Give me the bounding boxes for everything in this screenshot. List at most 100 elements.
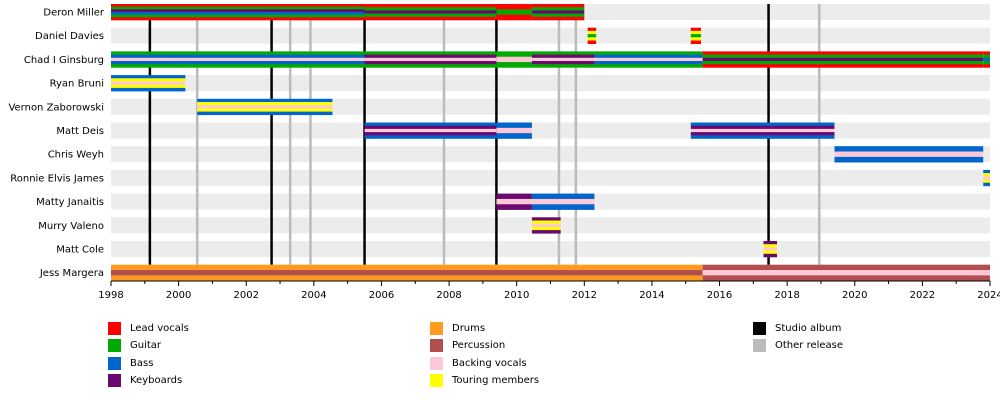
member-period-bar bbox=[983, 51, 990, 68]
member-period-bar bbox=[531, 51, 595, 68]
role-stripe-lead bbox=[702, 51, 984, 55]
role-stripe-keyboards bbox=[763, 241, 778, 245]
role-stripe-touring bbox=[197, 102, 333, 106]
role-stripe-touring bbox=[197, 108, 333, 112]
role-stripe-touring bbox=[690, 30, 701, 35]
timeline-svg: Deron Miller Daniel Davies Chad I Ginsburg… bbox=[8, 4, 1000, 301]
member-period-bar bbox=[111, 51, 365, 68]
legend-item-keyboards: Keyboards bbox=[108, 373, 182, 387]
member-name-label: Vernon Zaborowski bbox=[8, 102, 104, 113]
x-tick-label: 2014 bbox=[639, 290, 664, 301]
member-name-label: Chris Weyh bbox=[48, 150, 104, 161]
member-period-bar bbox=[111, 264, 703, 281]
role-stripe-bass bbox=[834, 156, 984, 163]
role-stripe-backing bbox=[983, 176, 990, 180]
role-stripe-keyboards bbox=[531, 10, 585, 14]
member-period-bar bbox=[587, 27, 597, 44]
role-stripe-backing bbox=[496, 198, 532, 205]
role-stripe-keyboards bbox=[531, 61, 595, 65]
x-tick-label: 2004 bbox=[301, 290, 326, 301]
legend-label: Drums bbox=[452, 323, 486, 334]
role-stripe-guitar bbox=[531, 51, 595, 55]
role-stripe-keyboards bbox=[531, 54, 595, 59]
role-stripe-guitar bbox=[111, 6, 365, 10]
x-tick-label: 2000 bbox=[166, 290, 191, 301]
role-stripe-keyboards bbox=[364, 132, 497, 136]
role-stripe-touring bbox=[690, 37, 701, 41]
x-tick-label: 2012 bbox=[572, 290, 597, 301]
x-tick-label: 2008 bbox=[436, 290, 461, 301]
member-period-bar bbox=[496, 51, 532, 68]
role-stripe-keyboards bbox=[496, 193, 532, 200]
legend-item-lead: Lead vocals bbox=[108, 322, 189, 335]
role-stripe-keyboards bbox=[364, 54, 497, 59]
legend-swatch bbox=[108, 356, 121, 370]
role-stripe-lead bbox=[690, 27, 701, 32]
row-band bbox=[111, 122, 990, 139]
x-tick-label: 2024 bbox=[977, 290, 1000, 301]
role-stripe-percussion bbox=[111, 270, 703, 276]
role-stripe-touring bbox=[531, 220, 561, 224]
legend-label: Lead vocals bbox=[130, 323, 189, 334]
member-period-bar bbox=[531, 217, 561, 234]
role-stripe-lead bbox=[531, 16, 585, 21]
x-tick-label: 2022 bbox=[910, 290, 935, 301]
legend-label: Bass bbox=[130, 357, 154, 369]
role-stripe-touring bbox=[587, 30, 597, 35]
role-stripe-bass bbox=[496, 133, 532, 139]
role-stripe-bass bbox=[983, 182, 990, 187]
role-stripe-lead bbox=[364, 4, 497, 8]
member-name-label: Matty Janaitis bbox=[36, 197, 104, 208]
role-stripe-lead bbox=[111, 4, 365, 7]
x-tick-label: 2002 bbox=[234, 290, 259, 301]
role-stripe-guitar bbox=[364, 64, 497, 68]
legend-item-studio: Studio album bbox=[753, 322, 841, 335]
role-stripe-keyboards bbox=[531, 217, 561, 221]
role-stripe-backing bbox=[111, 57, 365, 62]
role-stripe-guitar bbox=[702, 54, 984, 59]
role-stripe-bass bbox=[594, 61, 703, 65]
member-name-label: Daniel Davies bbox=[35, 31, 104, 42]
role-stripe-bass bbox=[834, 146, 984, 152]
role-stripe-bass bbox=[531, 193, 595, 200]
role-stripe-guitar bbox=[496, 62, 532, 68]
row-band bbox=[111, 146, 990, 163]
role-stripe-keyboards bbox=[364, 61, 497, 65]
role-stripe-lead bbox=[983, 51, 990, 55]
role-stripe-guitar bbox=[364, 13, 497, 18]
role-stripe-guitar bbox=[587, 34, 597, 38]
role-stripe-bass bbox=[111, 12, 365, 15]
x-tick-label: 2016 bbox=[707, 290, 732, 301]
role-stripe-lead bbox=[702, 64, 984, 68]
role-stripe-lead bbox=[690, 40, 701, 44]
role-stripe-touring bbox=[111, 78, 186, 82]
member-name-label: Deron Miller bbox=[43, 8, 104, 19]
role-stripe-guitar bbox=[531, 7, 585, 11]
x-tick-label: 2020 bbox=[842, 290, 867, 301]
role-stripe-bass bbox=[364, 122, 497, 126]
x-tick-label: 2006 bbox=[369, 290, 394, 301]
role-stripe-backing bbox=[702, 270, 990, 276]
role-stripe-backing bbox=[496, 127, 532, 134]
role-stripe-guitar bbox=[702, 61, 984, 65]
role-stripe-drums bbox=[111, 275, 703, 281]
member-period-bar bbox=[690, 122, 835, 139]
role-stripe-guitar bbox=[364, 7, 497, 11]
member-name-label: Matt Cole bbox=[56, 245, 104, 256]
role-stripe-guitar bbox=[111, 51, 365, 55]
member-period-bar bbox=[531, 193, 595, 210]
role-stripe-lead bbox=[111, 17, 365, 21]
role-stripe-lead bbox=[531, 4, 585, 8]
role-stripe-drums bbox=[111, 264, 703, 271]
role-stripe-guitar bbox=[496, 9, 532, 15]
legend-swatch bbox=[753, 339, 766, 353]
legend-item-guitar: Guitar bbox=[108, 339, 161, 353]
role-stripe-lead bbox=[496, 14, 532, 21]
role-stripe-keyboards bbox=[690, 132, 835, 136]
role-stripe-keyboards bbox=[531, 230, 561, 234]
role-stripe-bass bbox=[197, 111, 333, 116]
role-stripe-keyboards bbox=[702, 57, 984, 62]
member-period-bar bbox=[702, 51, 984, 68]
legend-swatch bbox=[430, 322, 443, 335]
role-stripe-touring bbox=[587, 37, 597, 41]
